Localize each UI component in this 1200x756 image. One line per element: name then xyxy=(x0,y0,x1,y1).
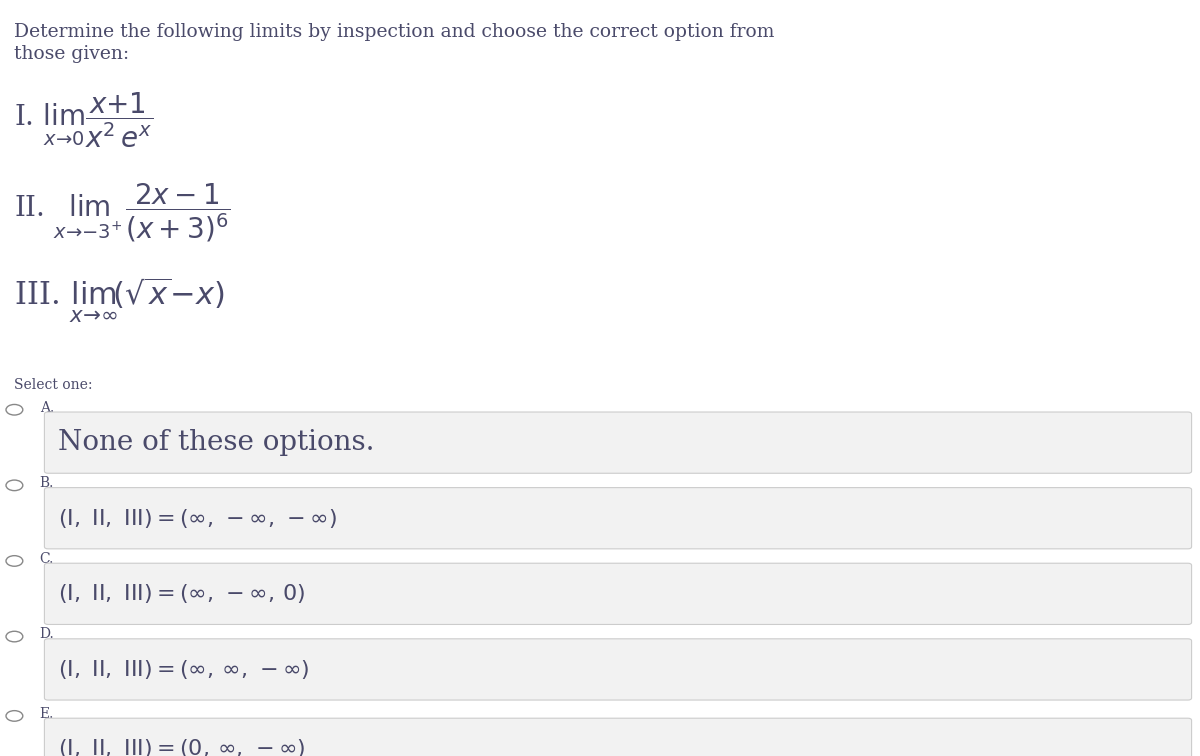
Text: I. $\lim_{x \to 0} \dfrac{x+1}{x^2 e^x}$: I. $\lim_{x \to 0} \dfrac{x+1}{x^2 e^x}$ xyxy=(14,91,154,150)
FancyBboxPatch shape xyxy=(44,488,1192,549)
Text: B.: B. xyxy=(40,476,54,491)
Text: $(\mathrm{I,\ II,\ III}) = (\infty,\,-\infty,\,0)$: $(\mathrm{I,\ II,\ III}) = (\infty,\,-\i… xyxy=(58,582,305,606)
Text: C.: C. xyxy=(40,552,54,566)
FancyBboxPatch shape xyxy=(44,718,1192,756)
Text: those given:: those given: xyxy=(14,45,130,64)
Text: Select one:: Select one: xyxy=(14,378,92,392)
Text: $(\mathrm{I,\ II,\ III}) = (0,\,\infty,\,-\infty)$: $(\mathrm{I,\ II,\ III}) = (0,\,\infty,\… xyxy=(58,737,305,756)
FancyBboxPatch shape xyxy=(44,412,1192,473)
FancyBboxPatch shape xyxy=(44,563,1192,624)
Text: D.: D. xyxy=(40,627,54,642)
Text: A.: A. xyxy=(40,401,54,415)
Text: Determine the following limits by inspection and choose the correct option from: Determine the following limits by inspec… xyxy=(14,23,775,41)
Text: E.: E. xyxy=(40,707,54,721)
Text: II. $\lim_{x \to -3^+} \dfrac{2x-1}{(x+3)^6}$: II. $\lim_{x \to -3^+} \dfrac{2x-1}{(x+3… xyxy=(14,181,230,244)
Text: $(\mathrm{I,\ II,\ III}) = (\infty,\,-\infty,\,-\infty)$: $(\mathrm{I,\ II,\ III}) = (\infty,\,-\i… xyxy=(58,507,336,530)
Text: None of these options.: None of these options. xyxy=(58,429,374,456)
Text: $(\mathrm{I,\ II,\ III}) = (\infty,\,\infty,\,-\infty)$: $(\mathrm{I,\ II,\ III}) = (\infty,\,\in… xyxy=(58,658,310,681)
FancyBboxPatch shape xyxy=(44,639,1192,700)
Text: III. $\lim_{x \to \infty}\!\left(\sqrt{x} - x\right)$: III. $\lim_{x \to \infty}\!\left(\sqrt{x… xyxy=(14,276,226,325)
